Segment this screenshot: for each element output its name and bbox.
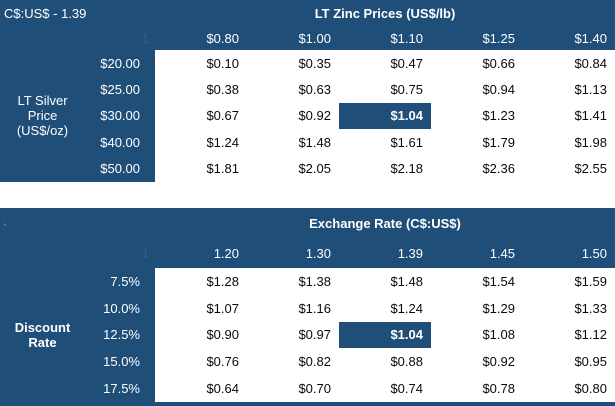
table-cell: $0.47 [339, 50, 431, 77]
fx-table-title: Exchange Rate (C$:US$) [309, 216, 461, 232]
fx-column-header: 1.45 [489, 246, 515, 262]
table-cell: $0.97 [247, 321, 339, 349]
table-cell: $1.54 [431, 267, 523, 295]
table-cell: $1.24 [155, 129, 247, 156]
exchange-rate-note: C$:US$ - 1.39 [0, 0, 155, 27]
table-cell: $1.23 [431, 102, 523, 130]
fx-column-header: 1.50 [581, 246, 607, 262]
table-cell: $0.92 [247, 102, 339, 130]
highlighted-base-case-cell: $1.04 [339, 321, 431, 349]
fx-table-title-band: ` Exchange Rate (C$:US$) [0, 207, 615, 240]
bottom-border-strip [0, 401, 615, 406]
index-marker: 1 [141, 246, 149, 262]
row-header: $50.00 [85, 155, 155, 182]
highlighted-base-case-cell: $1.04 [339, 102, 431, 130]
row-header: $20.00 [85, 50, 155, 77]
table-cell: $1.81 [155, 155, 247, 182]
table-cell: $1.79 [431, 129, 523, 156]
fx-column-headers-row: 1 1.20 1.30 1.39 1.45 1.50 [0, 239, 615, 268]
row-header: $30.00 [85, 102, 155, 130]
row-header: 15.0% [85, 348, 155, 376]
table-cell: $0.80 [523, 375, 615, 402]
table-cell: $1.24 [339, 294, 431, 322]
table-cell: $0.76 [155, 348, 247, 376]
fx-column-header: 1.30 [305, 246, 331, 262]
table-cell: $0.70 [247, 375, 339, 402]
table-cell: $0.84 [523, 50, 615, 77]
table-cell: $0.78 [431, 375, 523, 402]
table-cell: $2.05 [247, 155, 339, 182]
table-cell: $1.41 [523, 102, 615, 130]
row-header: 10.0% [85, 294, 155, 322]
table-cell: $0.82 [247, 348, 339, 376]
table-cell: $0.75 [339, 76, 431, 103]
exchange-rate-note-text: C$:US$ - 1.39 [4, 6, 87, 21]
zinc-table-body: LT Silver Price (US$/oz) $20.00 $0.10 $0… [0, 50, 615, 182]
row-header: $25.00 [85, 76, 155, 103]
table-cell: $2.36 [431, 155, 523, 182]
table-cell: $1.07 [155, 294, 247, 322]
table-cell: $1.13 [523, 76, 615, 103]
table-cell: $1.28 [155, 267, 247, 295]
table-cell: $0.66 [431, 50, 523, 77]
table-cell: $0.74 [339, 375, 431, 402]
silver-price-axis-label: LT Silver Price (US$/oz) [0, 50, 85, 182]
fx-column-header: 1.39 [397, 246, 423, 262]
table-cell: $2.18 [339, 155, 431, 182]
table-cell: $1.33 [523, 294, 615, 322]
table-cell: $1.48 [247, 129, 339, 156]
zinc-price-sensitivity-table: C$:US$ - 1.39 LT Zinc Prices (US$/lb) 1 … [0, 0, 615, 182]
table-cell: $0.67 [155, 102, 247, 130]
table-cell: $0.38 [155, 76, 247, 103]
fx-index-marker-cell: 1 [0, 240, 155, 268]
table-separator-gap [0, 181, 615, 208]
table-cell: $0.10 [155, 50, 247, 77]
row-header: $40.00 [85, 129, 155, 156]
index-marker: 1 [141, 31, 149, 46]
zinc-column-header: $1.25 [482, 31, 515, 46]
zinc-column-header: $1.00 [298, 31, 331, 46]
zinc-table-title-band: C$:US$ - 1.39 LT Zinc Prices (US$/lb) [0, 0, 615, 27]
table-cell: $0.95 [523, 348, 615, 376]
table-cell: $1.29 [431, 294, 523, 322]
table-cell: $1.59 [523, 267, 615, 295]
table-cell: $0.35 [247, 50, 339, 77]
fx-corner-spacer [0, 208, 155, 240]
table-cell: $1.12 [523, 321, 615, 349]
zinc-column-header: $1.40 [574, 31, 607, 46]
row-header: 17.5% [85, 375, 155, 402]
discount-rate-axis-label: Discount Rate [0, 267, 85, 402]
table-cell: $1.08 [431, 321, 523, 349]
table-cell: $1.61 [339, 129, 431, 156]
zinc-column-headers-row: 1 $0.80 $1.00 $1.10 $1.25 $1.40 [0, 27, 615, 50]
table-cell: $0.63 [247, 76, 339, 103]
stray-tick: ` [3, 222, 7, 235]
table-cell: $1.16 [247, 294, 339, 322]
zinc-column-header: $0.80 [206, 31, 239, 46]
zinc-index-marker-cell: 1 [0, 27, 155, 50]
fx-column-header: 1.20 [213, 246, 239, 262]
zinc-table-title: LT Zinc Prices (US$/lb) [314, 6, 456, 21]
table-cell: $1.48 [339, 267, 431, 295]
table-cell: $0.94 [431, 76, 523, 103]
fx-table-body: Discount Rate 7.5% $1.28 $1.38 $1.48 $1.… [0, 267, 615, 402]
table-cell: $2.55 [523, 155, 615, 182]
table-cell: $1.38 [247, 267, 339, 295]
row-header: 12.5% [85, 321, 155, 349]
table-cell: $0.64 [155, 375, 247, 402]
row-header: 7.5% [85, 267, 155, 295]
exchange-rate-sensitivity-table: ` Exchange Rate (C$:US$) 1 1.20 1.30 1.3… [0, 207, 615, 406]
table-cell: $1.98 [523, 129, 615, 156]
table-cell: $0.92 [431, 348, 523, 376]
table-cell: $0.88 [339, 348, 431, 376]
zinc-column-header: $1.10 [390, 31, 423, 46]
table-cell: $0.90 [155, 321, 247, 349]
